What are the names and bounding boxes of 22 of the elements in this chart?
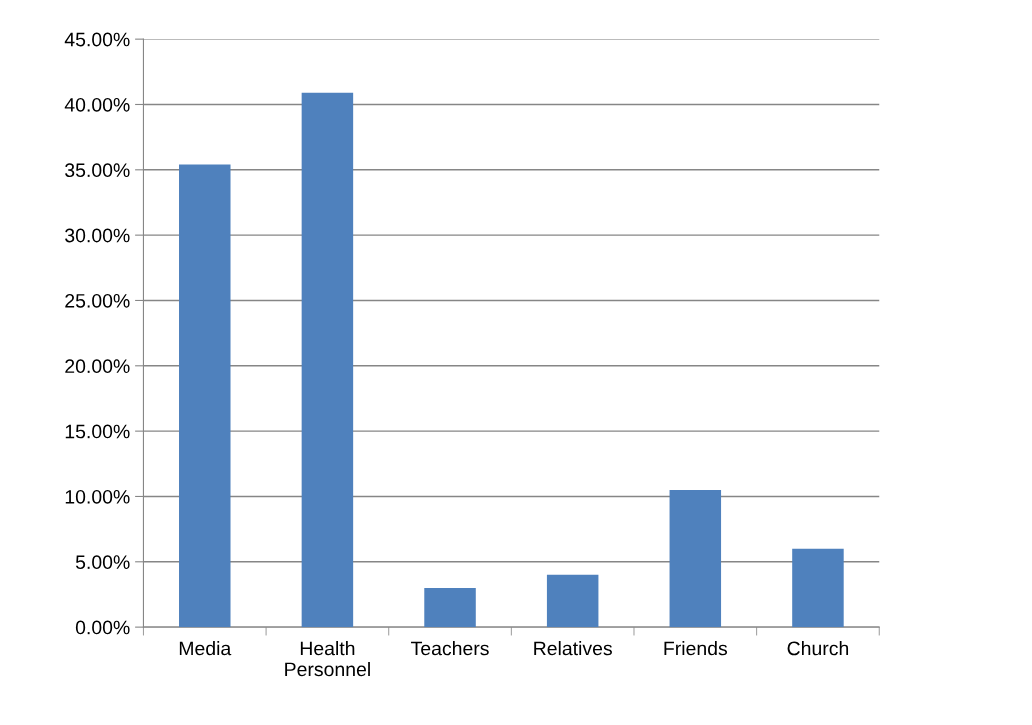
y-tick-label: 30.00% bbox=[65, 228, 130, 243]
bar bbox=[424, 587, 476, 628]
y-tick-label: 35.00% bbox=[65, 163, 130, 178]
y-tick-label: 25.00% bbox=[65, 293, 130, 308]
y-tick-label: 45.00% bbox=[64, 32, 130, 47]
bar bbox=[546, 574, 599, 628]
y-tick-label: 10.00% bbox=[65, 489, 130, 504]
bar bbox=[179, 164, 231, 628]
x-tick-label: Relatives bbox=[534, 641, 612, 656]
y-tick-label: 0.00% bbox=[75, 620, 130, 635]
bar bbox=[792, 548, 844, 628]
y-tick-label: 15.00% bbox=[65, 424, 130, 439]
x-tick-label: Media bbox=[179, 641, 232, 656]
y-tick-label: 40.00% bbox=[64, 97, 130, 112]
x-tick-label: Church bbox=[787, 641, 849, 656]
x-tick-label: Friends bbox=[664, 641, 728, 656]
x-tick-label: Teachers bbox=[411, 641, 489, 656]
y-tick-label: 5.00% bbox=[75, 555, 130, 570]
y-tick-label: 20.00% bbox=[65, 359, 130, 374]
x-tick-label: Health Personnel bbox=[285, 641, 370, 677]
bar bbox=[669, 489, 722, 628]
bar bbox=[301, 92, 354, 628]
